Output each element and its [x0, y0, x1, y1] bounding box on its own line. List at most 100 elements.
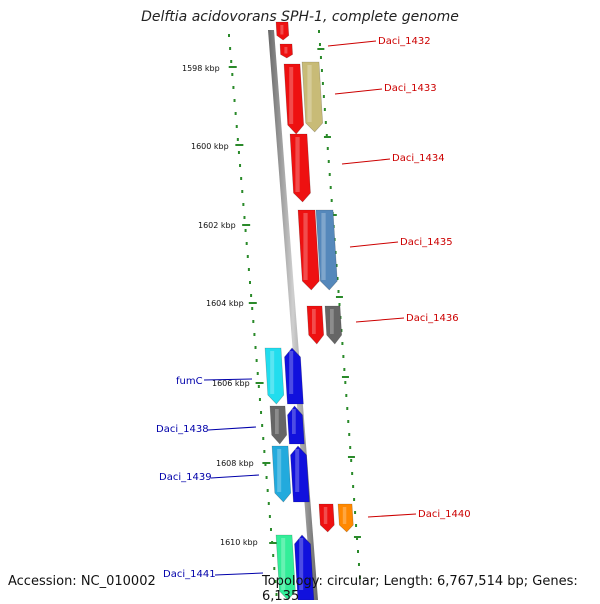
gene-arrow-shine — [307, 65, 312, 122]
scale-dot — [326, 147, 329, 150]
label-leader — [214, 572, 264, 576]
scale-dot — [325, 134, 328, 137]
scale-dot — [344, 381, 347, 384]
gene-arrow-shine — [312, 309, 316, 334]
scale-dot — [343, 368, 346, 371]
scale-dot — [356, 537, 359, 540]
scale-dot — [262, 437, 265, 440]
gene-arrow — [264, 347, 285, 405]
gene-label-daci-1435[interactable]: Daci_1435 — [400, 237, 453, 248]
scale-dot — [261, 424, 264, 427]
scale-major-tick — [317, 48, 325, 50]
scale-dot — [334, 251, 337, 254]
scale-dot — [357, 550, 359, 553]
scale-dot — [350, 459, 353, 462]
gene-arrow-shine — [280, 25, 284, 35]
gene-label-daci-1438[interactable]: Daci_1438 — [156, 424, 209, 435]
scale-dot — [275, 593, 278, 596]
scale-dot — [268, 515, 271, 518]
gene-arrow — [294, 534, 315, 600]
scale-dot — [255, 359, 258, 362]
scale-dot — [230, 60, 233, 63]
scale-dot — [357, 563, 360, 566]
label-leader — [203, 378, 253, 381]
tick-label: 1608 kbp — [216, 459, 254, 468]
gene-label-daci-1432[interactable]: Daci_1432 — [378, 36, 431, 47]
label-leader — [334, 88, 383, 95]
accession-text: Accession: NC_010002 — [8, 574, 156, 589]
scale-dot — [346, 407, 349, 410]
gene-label-daci-1436[interactable]: Daci_1436 — [406, 313, 459, 324]
scale-major-tick — [323, 136, 331, 138]
gene-label-daci-1441[interactable]: Daci_1441 — [163, 569, 216, 580]
gene-labels-right: Daci_1432 Daci_1433 Daci_1434 Daci_1435 … — [327, 36, 471, 520]
scale-dot — [320, 69, 323, 72]
gene-arrow-shine — [289, 351, 294, 394]
scale-dot — [265, 476, 268, 479]
gene-arrow — [297, 209, 320, 291]
gene-label-daci-1433[interactable]: Daci_1433 — [384, 83, 437, 94]
gene-arrow — [275, 21, 290, 41]
scale-dot — [250, 294, 253, 297]
scale-major-tick — [235, 144, 244, 146]
scale-dot — [247, 268, 250, 271]
gene-arrow — [290, 445, 310, 503]
tick-label: 1604 kbp — [206, 299, 244, 308]
tick-label: 1598 kbp — [182, 64, 220, 73]
scale-dot — [234, 112, 237, 115]
gene-arrow-shine — [321, 213, 326, 280]
scale-major-tick — [242, 224, 251, 226]
scale-dot — [330, 199, 333, 202]
gene-arrow — [287, 405, 305, 445]
gene-arrow — [284, 347, 304, 405]
label-leader — [349, 241, 399, 248]
scale-major-tick — [347, 456, 355, 458]
scale-major-tick — [269, 542, 278, 544]
scale-major-tick — [255, 382, 264, 384]
gene-arrow — [337, 503, 354, 533]
tick-label: 1602 kbp — [198, 221, 236, 230]
gene-arrow — [289, 133, 311, 203]
scale-dot — [269, 528, 272, 531]
scale-dot — [253, 333, 256, 336]
scale-dot — [358, 576, 361, 579]
scale-dot — [355, 524, 358, 527]
scale-dot — [274, 580, 277, 583]
gene-arrow-shine — [270, 351, 275, 394]
scale-dot — [235, 125, 238, 128]
scale-dot — [232, 86, 235, 89]
scale-dot — [257, 385, 260, 388]
scale-dot — [228, 34, 230, 37]
scale-dot — [248, 281, 251, 284]
gene-label-daci-1440[interactable]: Daci_1440 — [418, 509, 471, 520]
scale-dot — [327, 160, 330, 163]
gene-arrow-shine — [295, 137, 300, 192]
gene-arrow-shine — [292, 409, 296, 434]
scale-dot — [236, 138, 239, 141]
scale-dot — [239, 164, 242, 167]
label-leader — [341, 158, 391, 165]
gene-arrow — [301, 61, 324, 133]
gene-label-fumc[interactable]: fumC — [176, 376, 203, 387]
gene-arrow-shine — [289, 67, 294, 124]
scale-major-tick — [353, 536, 361, 538]
scale-dot — [321, 82, 324, 85]
gene-arrow — [283, 63, 305, 135]
scale-dot — [318, 43, 321, 46]
gene-label-daci-1439[interactable]: Daci_1439 — [159, 472, 212, 483]
gene-label-daci-1434[interactable]: Daci_1434 — [392, 153, 445, 164]
gene-arrow-shine — [342, 507, 347, 524]
scale-dot — [246, 255, 249, 258]
scale-major-tick — [248, 302, 257, 304]
gene-arrow — [275, 534, 296, 600]
label-leader — [327, 40, 377, 47]
gene-arrow-shine — [299, 538, 304, 590]
scale-major-tick — [335, 296, 343, 298]
gene-arrow-shine — [277, 449, 282, 492]
scale-dot — [335, 264, 338, 267]
scale-major-tick — [262, 462, 271, 464]
scale-major-tick — [341, 376, 349, 378]
scale-dot — [347, 420, 350, 423]
